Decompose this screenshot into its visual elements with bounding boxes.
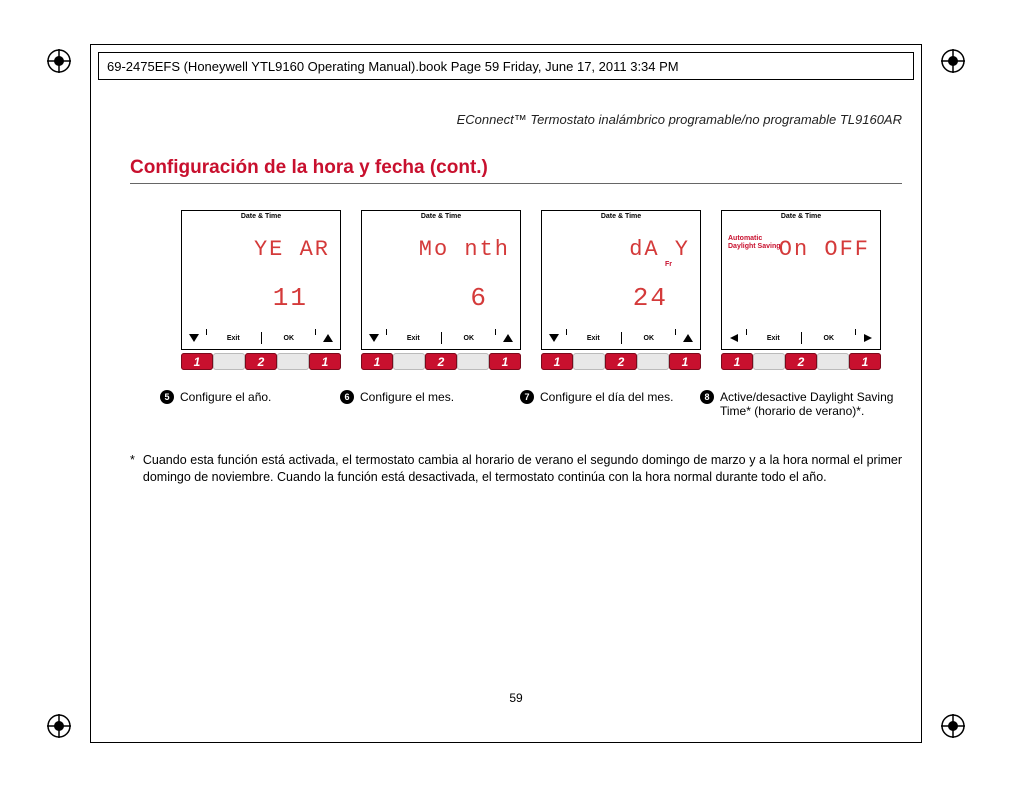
step-button: 1	[669, 353, 701, 370]
step-button: 1	[849, 353, 881, 370]
ok-label: OK	[442, 335, 497, 342]
lcd-header: Date & Time	[182, 213, 340, 220]
caption: 5 Configure el año.	[160, 390, 320, 418]
step-button: 1	[721, 353, 753, 370]
button-row: 1 2 1	[181, 353, 341, 370]
arrow-left-icon	[722, 330, 746, 346]
ok-label: OK	[802, 335, 857, 342]
lcd-header: Date & Time	[722, 213, 880, 220]
header-text: 69-2475EFS (Honeywell YTL9160 Operating …	[107, 59, 679, 74]
step-button: 2	[605, 353, 637, 370]
step-button: 2	[245, 353, 277, 370]
lcd-line1: Mo nth	[362, 237, 510, 262]
caption: 8 Active/desactive Daylight Saving Time*…	[700, 390, 900, 418]
blank-button	[817, 353, 849, 370]
lcd-value: 24	[542, 283, 668, 313]
lcd-screen: Date & TimeAutomatic Daylight SavingOn O…	[721, 210, 881, 350]
ok-label: OK	[262, 335, 317, 342]
lcd-header: Date & Time	[362, 213, 520, 220]
screen-unit: Date & Time YE AR 11 ExitOK 1 2 1	[181, 210, 341, 370]
lcd-footer: ExitOK	[542, 329, 700, 347]
arrow-down-icon	[182, 330, 206, 346]
lcd-header: Date & Time	[542, 213, 700, 220]
blank-button	[753, 353, 785, 370]
arrow-up-icon	[496, 330, 520, 346]
exit-label: Exit	[566, 335, 621, 342]
lcd-footer: ExitOK	[362, 329, 520, 347]
arrow-up-icon	[676, 330, 700, 346]
step-button: 1	[541, 353, 573, 370]
caption-text: Configure el día del mes.	[540, 390, 673, 418]
button-row: 1 2 1	[541, 353, 701, 370]
blank-button	[457, 353, 489, 370]
blank-button	[573, 353, 605, 370]
caption-row: 5 Configure el año. 6 Configure el mes. …	[160, 390, 902, 418]
caption-text: Active/desactive Daylight Saving Time* (…	[720, 390, 900, 418]
screen-unit: Date & TimeAutomatic Daylight SavingOn O…	[721, 210, 881, 370]
caption-text: Configure el mes.	[360, 390, 454, 418]
framemaker-header: 69-2475EFS (Honeywell YTL9160 Operating …	[98, 52, 914, 80]
page-content: EConnect™ Termostato inalámbrico program…	[130, 112, 902, 727]
blank-button	[213, 353, 245, 370]
exit-label: Exit	[386, 335, 441, 342]
lcd-screen: Date & Time dA YFr 24 ExitOK	[541, 210, 701, 350]
ok-label: OK	[622, 335, 677, 342]
exit-label: Exit	[746, 335, 801, 342]
footnote: * Cuando esta función está activada, el …	[130, 452, 902, 486]
lcd-value: 6	[362, 283, 488, 313]
screen-unit: Date & Time Mo nth 6 ExitOK 1 2 1	[361, 210, 521, 370]
step-button: 2	[785, 353, 817, 370]
caption: 7 Configure el día del mes.	[520, 390, 680, 418]
lcd-footer: ExitOK	[722, 329, 880, 347]
crop-mark-icon	[941, 714, 965, 738]
arrow-down-icon	[542, 330, 566, 346]
document-subheader: EConnect™ Termostato inalámbrico program…	[130, 112, 902, 127]
footnote-asterisk: *	[130, 452, 135, 486]
step-button: 2	[425, 353, 457, 370]
section-title: Configuración de la hora y fecha (cont.)	[130, 157, 902, 184]
arrow-down-icon	[362, 330, 386, 346]
crop-mark-icon	[47, 714, 71, 738]
step-button: 1	[361, 353, 393, 370]
exit-label: Exit	[206, 335, 261, 342]
lcd-screen: Date & Time Mo nth 6 ExitOK	[361, 210, 521, 350]
step-button: 1	[309, 353, 341, 370]
arrow-right-icon	[856, 330, 880, 346]
lcd-subtext: Fr	[665, 261, 672, 268]
crop-mark-icon	[941, 49, 965, 73]
caption: 6 Configure el mes.	[340, 390, 500, 418]
step-badge: 6	[340, 390, 354, 404]
step-badge: 5	[160, 390, 174, 404]
crop-mark-icon	[47, 49, 71, 73]
lcd-line1: YE AR	[182, 237, 330, 262]
footnote-text: Cuando esta función está activada, el te…	[143, 452, 902, 486]
arrow-up-icon	[316, 330, 340, 346]
screens-row: Date & TimeYE AR11ExitOK121Date & TimeMo…	[160, 210, 902, 370]
lcd-value: 11	[182, 283, 308, 313]
lcd-line1: On OFF	[722, 237, 870, 262]
screen-unit: Date & Time dA YFr 24 ExitOK 1 2 1	[541, 210, 701, 370]
lcd-footer: ExitOK	[182, 329, 340, 347]
lcd-line1: dA Y	[542, 237, 690, 262]
blank-button	[277, 353, 309, 370]
caption-text: Configure el año.	[180, 390, 271, 418]
blank-button	[637, 353, 669, 370]
step-badge: 8	[700, 390, 714, 404]
lcd-screen: Date & Time YE AR 11 ExitOK	[181, 210, 341, 350]
button-row: 1 2 1	[361, 353, 521, 370]
page-number: 59	[130, 691, 902, 705]
button-row: 1 2 1	[721, 353, 881, 370]
step-button: 1	[181, 353, 213, 370]
step-button: 1	[489, 353, 521, 370]
step-badge: 7	[520, 390, 534, 404]
blank-button	[393, 353, 425, 370]
